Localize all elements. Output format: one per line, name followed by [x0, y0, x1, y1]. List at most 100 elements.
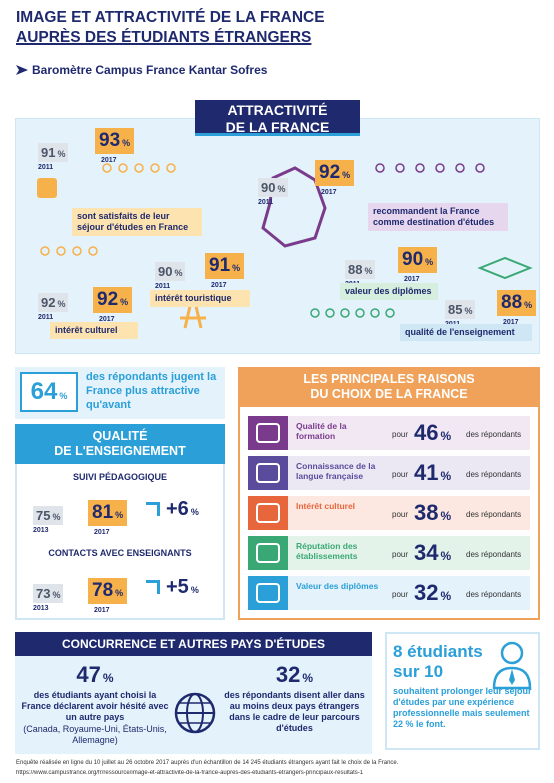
new-value-box: 88% — [497, 290, 537, 316]
new-value-box: 92% — [315, 160, 355, 186]
subtitle: Baromètre Campus France Kantar Sofres — [32, 63, 268, 77]
year: 2017 — [94, 607, 110, 614]
stat-text: des étudiants ayant choisi la France déc… — [21, 690, 169, 722]
reason-label: Réputation des établissements — [296, 541, 358, 561]
suffix: des répondants — [466, 470, 522, 479]
old-value-box: 75% — [33, 506, 64, 525]
reason-value: 32% — [414, 580, 451, 606]
year: 2011 — [258, 199, 274, 206]
prolonger-panel — [385, 632, 540, 750]
new-value-box: 91% — [205, 253, 245, 279]
title: IMAGE ET ATTRACTIVITÉ DE LA FRANCE — [16, 9, 325, 26]
suffix: des répondants — [466, 510, 522, 519]
old-value-box: 92% — [38, 293, 69, 312]
title: AUPRÈS DES ÉTUDIANTS ÉTRANGERS — [16, 29, 312, 46]
new-value-box: 90% — [398, 247, 438, 273]
reason-label: Qualité de la formation — [296, 421, 347, 441]
old-value-box: 85% — [445, 300, 476, 319]
unit: % — [115, 510, 124, 520]
year: 2017 — [321, 189, 337, 196]
new-value-box: 92% — [93, 287, 133, 313]
value: 32 — [414, 580, 439, 605]
value: 88 — [348, 262, 363, 277]
unit: % — [440, 549, 452, 563]
stat-box: 64% — [20, 372, 78, 412]
value: 90 — [402, 249, 424, 270]
trend-arrow — [146, 502, 160, 516]
title-line: DE L'ENSEIGNEMENT — [54, 444, 186, 458]
new-value-box: 81% — [88, 500, 128, 526]
unit: % — [115, 588, 124, 598]
new-value-box: 93% — [95, 128, 135, 154]
value: 90 — [158, 264, 173, 279]
pour: pour — [392, 590, 409, 599]
unit: % — [122, 138, 131, 148]
title-line: DU CHOIX DE LA FRANCE — [310, 387, 468, 401]
reason-label: Connaissance de la langue française — [296, 461, 376, 481]
stat-label: intérêt touristique — [150, 290, 250, 307]
unit: % — [464, 306, 473, 316]
value: 92 — [41, 295, 56, 310]
person-icon — [492, 641, 532, 690]
reason-row — [248, 456, 530, 490]
unit: % — [440, 429, 452, 443]
year: 2017 — [99, 316, 115, 323]
unit: % — [52, 512, 61, 522]
value: 85 — [448, 302, 463, 317]
unit: % — [425, 257, 434, 267]
stat-label: intérêt culturel — [50, 322, 138, 339]
globe-icon — [174, 692, 216, 734]
prolonger-line: sur 10 — [393, 662, 444, 681]
reason-icon — [256, 423, 280, 443]
unit: % — [440, 509, 452, 523]
section-title: CONTACTS AVEC ENSEIGNANTS — [48, 548, 192, 558]
unit: % — [57, 149, 66, 159]
suffix: des répondants — [466, 430, 522, 439]
new-value-box: 78% — [88, 578, 128, 604]
reason-value: 34% — [414, 540, 451, 566]
reason-value: 46% — [414, 420, 451, 446]
value: 47 — [76, 662, 101, 687]
arrow-icon — [16, 65, 28, 75]
delta: +5% — [166, 576, 199, 599]
footer-url: https://www.campusfrance.org/fr/ressourc… — [16, 770, 364, 776]
trend-arrow — [146, 580, 160, 594]
title-line: QUALITÉ — [92, 429, 148, 443]
unit: % — [190, 507, 199, 517]
stat-text: des répondants disent aller dans au moin… — [224, 690, 365, 733]
value: 46 — [414, 420, 439, 445]
unit: % — [190, 585, 199, 595]
concurrence-title: CONCURRENCE ET AUTRES PAYS D'ÉTUDES — [15, 632, 372, 656]
section-title: SUIVI PÉDAGOGIQUE — [72, 472, 168, 482]
value: +5 — [166, 576, 189, 598]
stat-value: 32% — [222, 662, 367, 688]
reason-label: Intérêt culturel — [296, 501, 356, 511]
unit: % — [440, 589, 452, 603]
year: 2017 — [404, 276, 420, 283]
stat-text: des répondants jugent la France plus att… — [86, 371, 217, 411]
unit: % — [302, 671, 314, 685]
pour: pour — [392, 470, 409, 479]
reason-icon — [256, 463, 280, 483]
year: 2017 — [94, 529, 110, 536]
value: 81 — [92, 502, 114, 523]
unit: % — [440, 469, 452, 483]
value: 92 — [97, 289, 119, 310]
reason-row — [248, 496, 530, 530]
year: 2013 — [33, 605, 49, 612]
reason-row — [248, 416, 530, 450]
value: 38 — [414, 500, 439, 525]
title-line: DE LA FRANCE — [225, 119, 330, 135]
title-line: LES PRINCIPALES RAISONS — [303, 372, 475, 386]
reason-icon — [256, 583, 280, 603]
reason-value: 41% — [414, 460, 451, 486]
pour: pour — [392, 550, 409, 559]
reason-icon — [256, 503, 280, 523]
title-line: ATTRACTIVITÉ — [227, 102, 328, 118]
year: 2011 — [155, 283, 171, 290]
suffix: des répondants — [466, 590, 522, 599]
old-value-box: 90% — [258, 178, 289, 197]
value: 91 — [209, 255, 231, 276]
value: 34 — [414, 540, 439, 565]
unit: % — [59, 391, 68, 401]
